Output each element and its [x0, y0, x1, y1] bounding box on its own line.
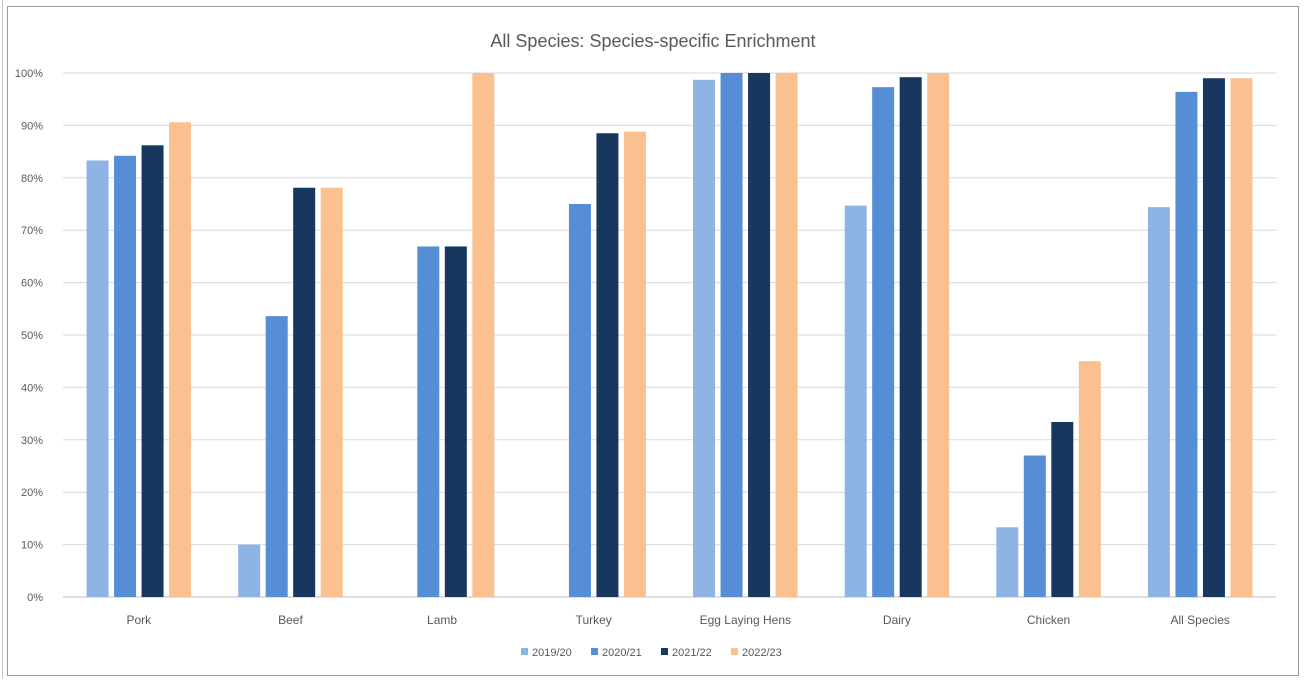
sheet-edge: [2, 0, 3, 679]
bar: [1078, 361, 1101, 597]
x-tick-label: Egg Laying Hens: [700, 613, 791, 627]
bar: [596, 133, 619, 597]
bar: [417, 246, 440, 597]
x-axis-ticks: Pork Beef Lamb Turkey Egg Laying Hens Dairy Ch…: [126, 613, 1229, 627]
bar: [996, 527, 1019, 597]
x-tick-label: Dairy: [883, 613, 911, 627]
bar: [1147, 207, 1170, 598]
y-tick-label: 30%: [21, 435, 43, 447]
y-tick-label: 80%: [21, 173, 43, 185]
legend-swatch: [521, 648, 528, 655]
bar: [141, 145, 164, 597]
y-tick-label: 10%: [21, 540, 43, 552]
bar: [114, 155, 137, 598]
bar: [265, 316, 288, 597]
legend-label: 2019/20: [532, 647, 572, 659]
x-tick-label: Pork: [126, 613, 152, 627]
legend-label: 2020/21: [602, 647, 642, 659]
bar: [444, 246, 467, 597]
y-tick-label: 60%: [21, 278, 43, 290]
bar: [1230, 78, 1253, 598]
bar: [1023, 455, 1046, 597]
bar: [86, 160, 109, 597]
bars: [86, 73, 1253, 598]
bar: [169, 122, 192, 598]
y-tick-label: 0%: [27, 592, 43, 604]
bar-chart: All Species: Species-specific Enrichment…: [15, 31, 1276, 659]
x-tick-label: Chicken: [1027, 613, 1070, 627]
y-tick-label: 50%: [21, 330, 43, 342]
bar: [927, 73, 950, 597]
legend: 2019/20 2020/21 2021/22 2022/23: [521, 647, 782, 659]
bar: [844, 205, 867, 597]
x-tick-label: Beef: [278, 613, 303, 627]
bar: [899, 77, 922, 597]
chart-title: All Species: Species-specific Enrichment: [490, 31, 815, 51]
legend-label: 2022/23: [742, 647, 782, 659]
legend-swatch: [591, 648, 598, 655]
bar: [568, 204, 591, 597]
bar: [1051, 421, 1074, 597]
legend-label: 2021/22: [672, 647, 712, 659]
legend-swatch: [731, 648, 738, 655]
chart-frame: All Species: Species-specific Enrichment…: [7, 6, 1299, 676]
bar: [872, 87, 895, 597]
bar: [720, 73, 743, 597]
y-tick-label: 70%: [21, 225, 43, 237]
y-tick-label: 100%: [15, 68, 43, 80]
legend-swatch: [661, 648, 668, 655]
bar: [1202, 78, 1225, 598]
x-tick-label: Lamb: [427, 613, 457, 627]
y-tick-label: 90%: [21, 120, 43, 132]
gridlines: [63, 72, 1276, 598]
y-tick-label: 40%: [21, 382, 43, 394]
y-axis-ticks: 0% 10% 20% 30% 40% 50% 60% 70% 80% 90% 100%: [15, 68, 43, 604]
bar: [775, 73, 798, 597]
bar: [748, 73, 771, 597]
bar: [238, 544, 261, 597]
x-tick-label: All Species: [1171, 613, 1230, 627]
clipped-caption-strip: [0, 0, 1304, 6]
bar: [623, 131, 646, 598]
bar: [320, 187, 343, 598]
bar: [1175, 91, 1198, 597]
bar: [693, 79, 716, 597]
x-tick-label: Turkey: [576, 613, 612, 627]
bar: [472, 73, 495, 597]
bar: [293, 187, 316, 598]
y-tick-label: 20%: [21, 487, 43, 499]
